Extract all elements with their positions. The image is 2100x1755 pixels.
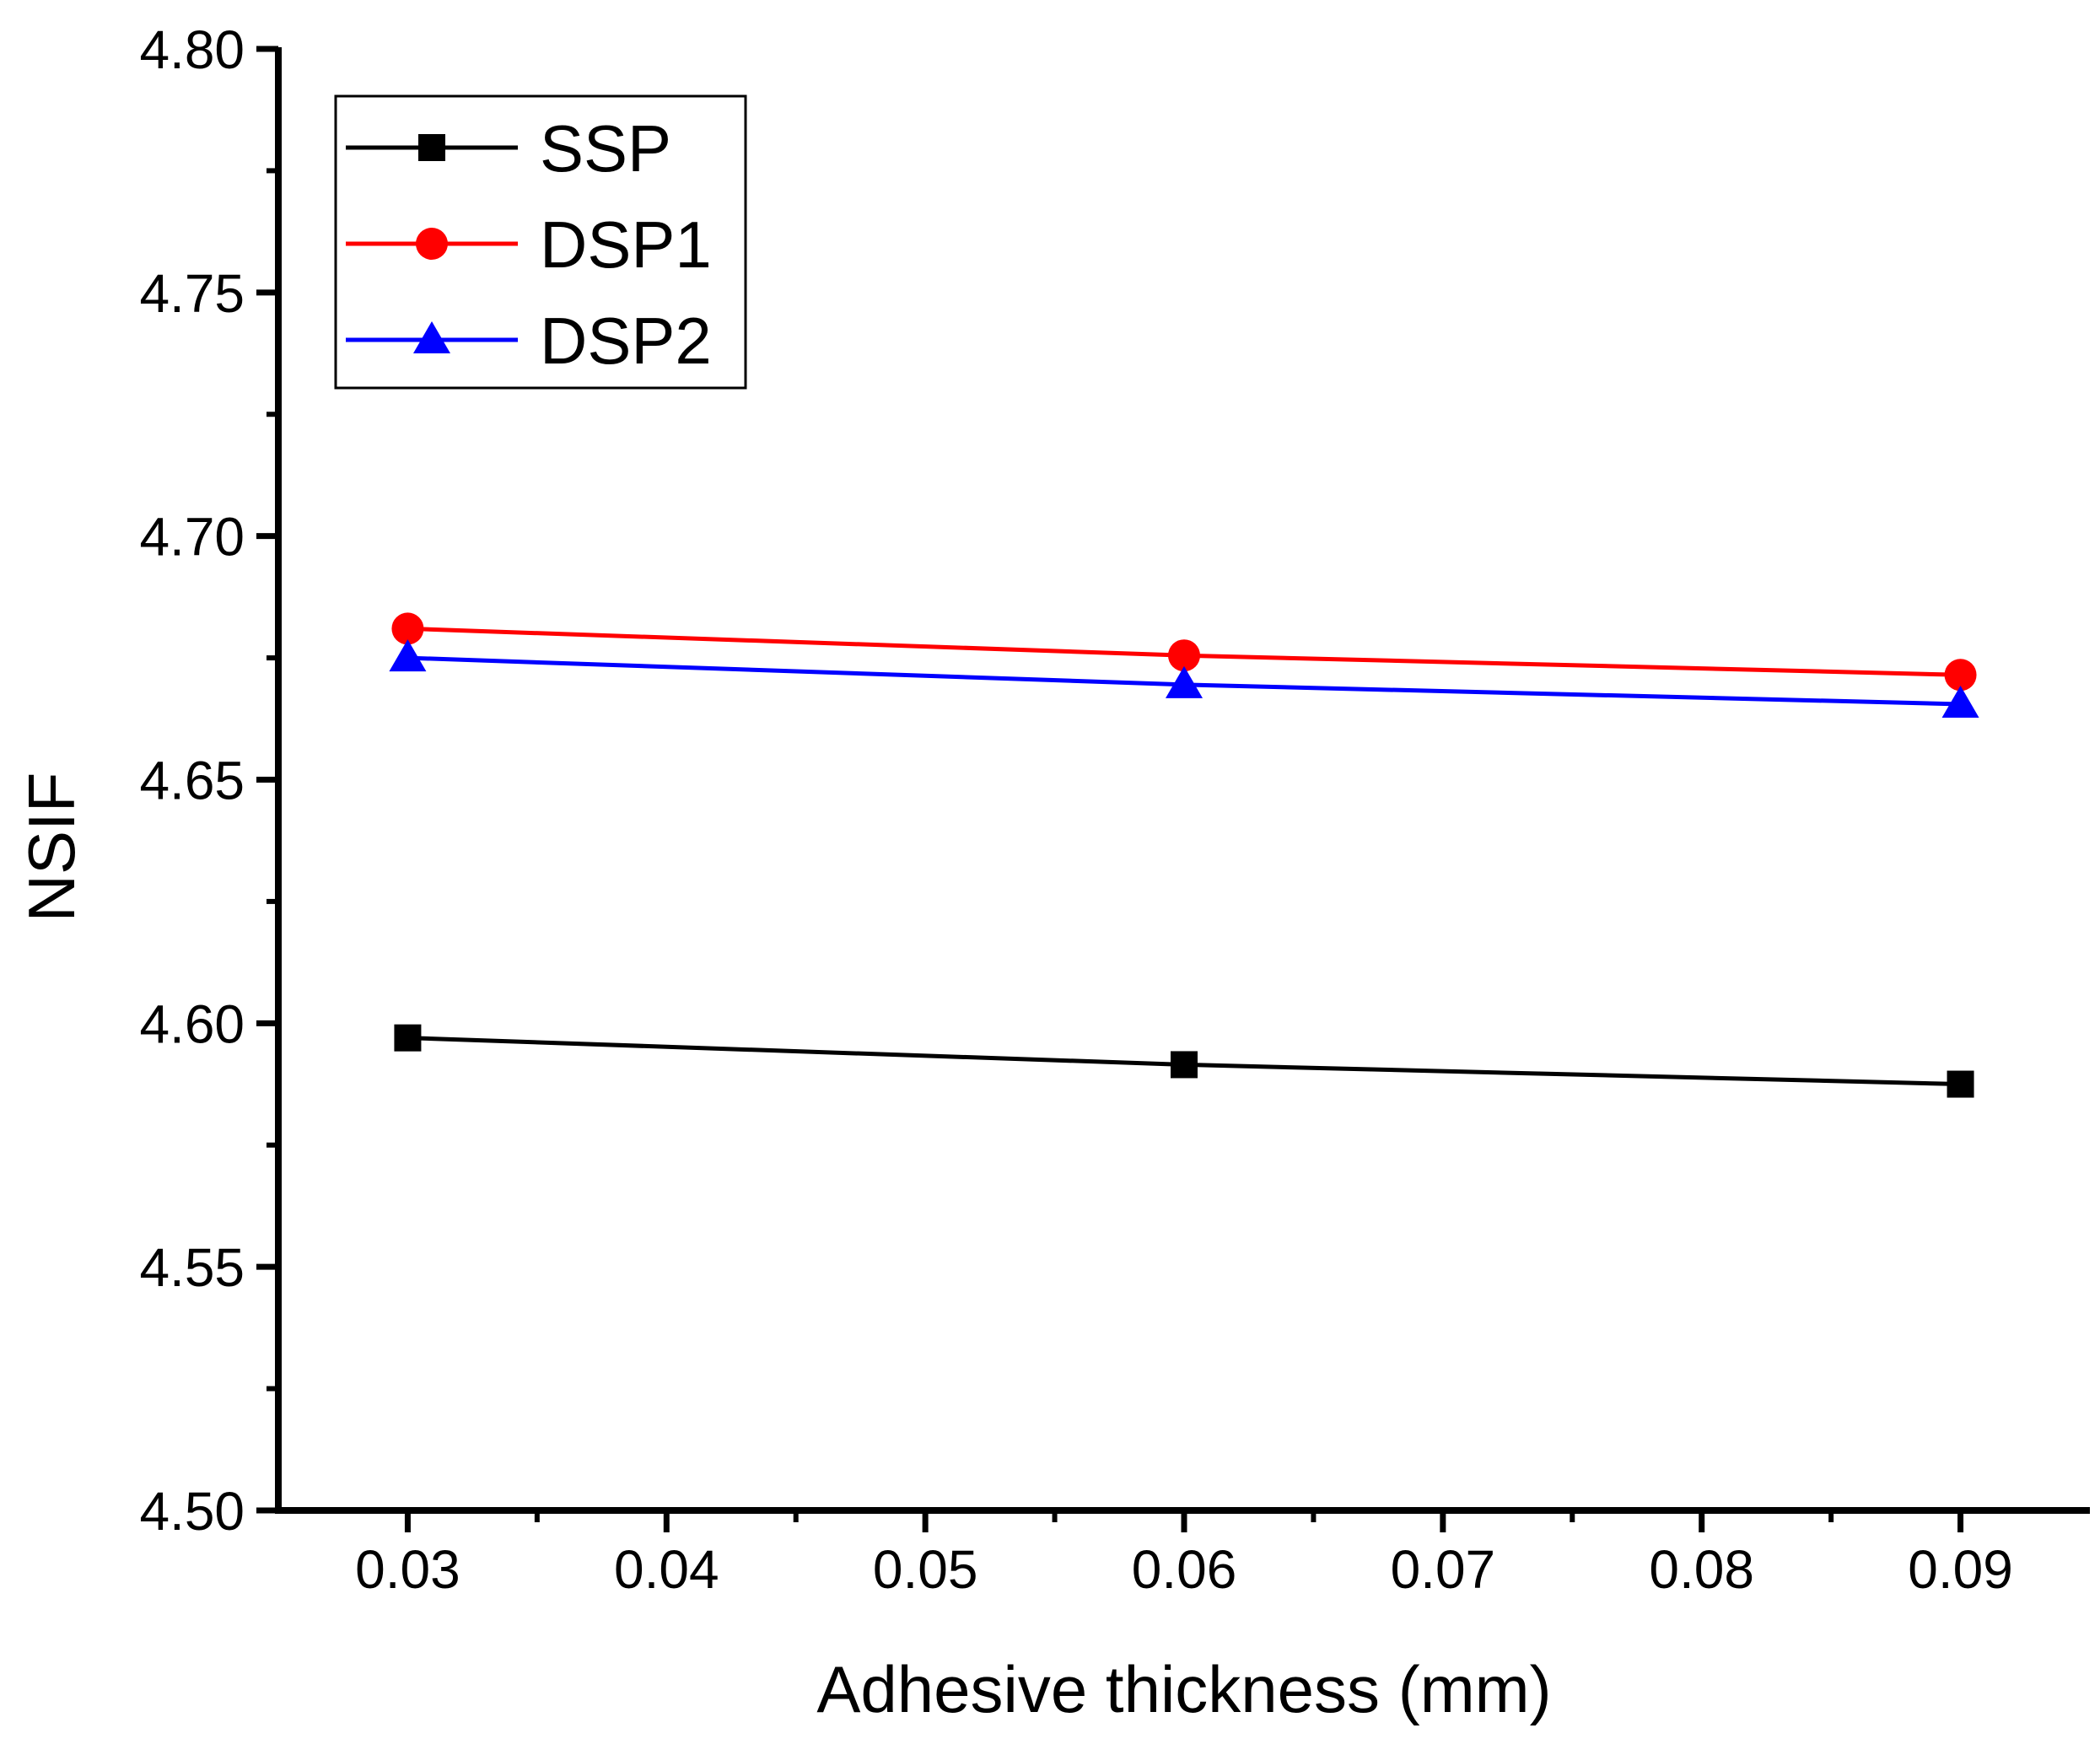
series-layer	[389, 612, 1979, 1098]
legend-label-dsp1: DSP1	[540, 207, 712, 282]
legend-item-dsp2: DSP2	[346, 304, 712, 378]
data-point-ssp	[394, 1024, 422, 1052]
y-tick-label: 4.80	[139, 19, 245, 80]
data-point-dsp1	[1168, 639, 1200, 672]
legend-marker-dsp2	[413, 321, 450, 353]
x-axis-title: Adhesive thickness (mm)	[816, 1652, 1551, 1726]
axes: 4.50 4.55 4.60 4.65 4.70 4.75 4.80 0.03 0.04 0.05…	[139, 19, 2090, 1600]
y-tick-label: 4.75	[139, 263, 245, 324]
x-tick-label: 0.08	[1649, 1539, 1754, 1600]
series-ssp	[394, 1024, 1974, 1098]
legend-marker-dsp1	[416, 228, 448, 260]
legend-label-dsp2: DSP2	[540, 304, 712, 378]
data-point-dsp2	[389, 639, 427, 672]
x-tick-label: 0.09	[1908, 1539, 2013, 1600]
x-tick-label: 0.04	[614, 1539, 719, 1600]
y-tick-label: 4.60	[139, 993, 245, 1054]
legend-label-ssp: SSP	[540, 111, 671, 186]
y-tick-label: 4.65	[139, 751, 245, 811]
legend-marker-ssp	[418, 134, 445, 161]
x-tick-label: 0.03	[355, 1539, 460, 1600]
y-tick-label: 4.55	[139, 1237, 245, 1298]
y-axis-title: NSIF	[14, 773, 89, 923]
x-tick-label: 0.06	[1132, 1539, 1237, 1600]
data-point-dsp1	[1944, 659, 1977, 692]
x-tick-label: 0.07	[1391, 1539, 1496, 1600]
y-tick-label: 4.50	[139, 1481, 245, 1542]
series-dsp2	[389, 639, 1979, 718]
x-tick-label: 0.05	[873, 1539, 978, 1600]
legend-item-dsp1: DSP1	[346, 207, 712, 282]
data-point-dsp2	[1166, 665, 1203, 698]
data-point-dsp2	[1941, 685, 1979, 718]
y-tick-label: 4.70	[139, 507, 245, 568]
data-point-ssp	[1947, 1070, 1974, 1098]
series-dsp1	[391, 612, 1977, 692]
data-point-ssp	[1171, 1051, 1198, 1079]
data-point-dsp1	[391, 612, 424, 645]
legend: SSP DSP1 DSP2	[334, 94, 747, 390]
legend-item-ssp: SSP	[346, 111, 671, 186]
